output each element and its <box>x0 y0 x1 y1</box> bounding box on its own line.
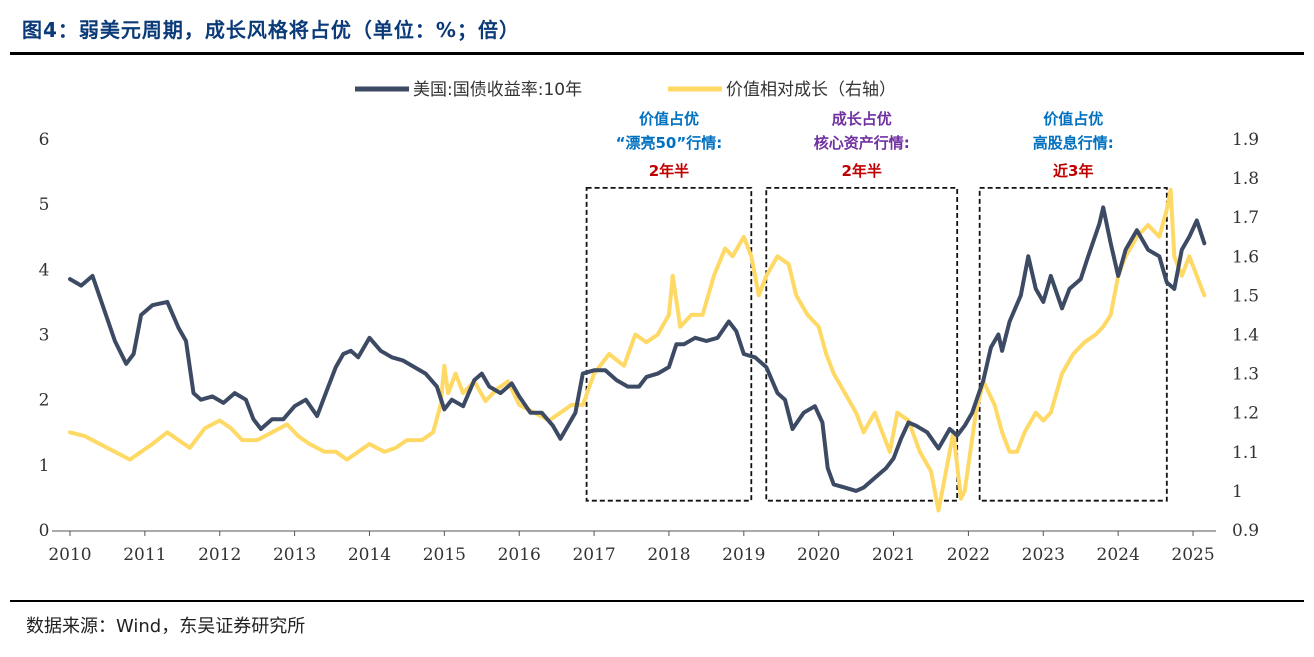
top-rule <box>10 52 1304 55</box>
y-left-tick-label: 6 <box>39 130 50 150</box>
annotation-duration: 2年半 <box>842 162 882 180</box>
bottom-rule <box>10 600 1304 602</box>
y-right-tick-label: 1 <box>1232 482 1243 502</box>
yield-series-line <box>68 205 1207 493</box>
y-right-tick-label: 0.9 <box>1232 521 1259 541</box>
x-tick-label: 2011 <box>123 545 166 565</box>
y-right-tick-label: 1.7 <box>1232 208 1259 228</box>
annotation-title: 价值占优 <box>639 110 699 128</box>
x-tick-label: 2012 <box>198 545 241 565</box>
annotation-title: 高股息行情: <box>1033 134 1114 152</box>
y-right-tick-label: 1.9 <box>1232 130 1259 150</box>
x-tick-label: 2013 <box>273 545 316 565</box>
series-lines <box>68 187 1207 513</box>
y-right-tick-label: 1.4 <box>1232 326 1259 346</box>
x-tick-label: 2010 <box>48 545 91 565</box>
legend: 美国:国债收益率:10年 价值相对成长（右轴） <box>355 80 896 100</box>
annotation-title: 核心资产行情: <box>814 134 910 152</box>
annotation-title: 价值占优 <box>1043 110 1103 128</box>
chart-title: 图4：弱美元周期，成长风格将占优（单位：%；倍） <box>22 18 520 42</box>
line-chart: 2010 2011 2012 2013 2014 2015 2016 2017 2018 2019… <box>39 80 1259 565</box>
x-tick-label: 2019 <box>722 545 765 565</box>
y-left-tick-label: 2 <box>39 391 50 411</box>
y-right-tick-label: 1.8 <box>1232 169 1259 189</box>
axes: 2010 2011 2012 2013 2014 2015 2016 2017 2018 2019… <box>39 130 1259 565</box>
y-right-tick-label: 1.3 <box>1232 365 1259 385</box>
annotation-title: “漂亮50”行情: <box>616 134 723 152</box>
annotation-duration: 2年半 <box>649 162 689 180</box>
x-tick-label: 2015 <box>423 545 466 565</box>
source-note: 数据来源：Wind，东吴证券研究所 <box>26 616 306 637</box>
y-left-tick-label: 1 <box>39 456 50 476</box>
y-right-tick-label: 1.1 <box>1232 443 1259 463</box>
x-tick-label: 2025 <box>1171 545 1214 565</box>
x-tick-label: 2018 <box>647 545 690 565</box>
x-tick-label: 2017 <box>572 545 615 565</box>
x-tick-label: 2022 <box>947 545 990 565</box>
annotation-box <box>978 186 1168 502</box>
x-tick-label: 2016 <box>498 545 541 565</box>
y-left-tick-label: 0 <box>39 521 50 541</box>
x-tick-label: 2014 <box>348 545 391 565</box>
y-right-tick-label: 1.5 <box>1232 286 1259 306</box>
legend-label: 美国:国债收益率:10年 <box>413 80 582 100</box>
y-left-tick-label: 4 <box>39 260 50 280</box>
legend-label: 价值相对成长（右轴） <box>726 80 896 100</box>
y-right-tick-label: 1.6 <box>1232 247 1259 267</box>
growth-series-line <box>68 187 1207 513</box>
y-left-tick-label: 5 <box>39 195 50 215</box>
x-tick-label: 2020 <box>797 545 840 565</box>
y-left-tick-label: 3 <box>39 326 50 346</box>
annotation-duration: 近3年 <box>1053 162 1093 180</box>
x-tick-label: 2023 <box>1022 545 1065 565</box>
y-right-tick-label: 1.2 <box>1232 404 1259 424</box>
annotation-box <box>765 186 959 502</box>
x-tick-label: 2021 <box>872 545 915 565</box>
annotation-box <box>585 186 753 502</box>
annotation-boxes <box>585 186 1168 502</box>
x-tick-label: 2024 <box>1097 545 1140 565</box>
annotation-title: 成长占优 <box>832 110 892 128</box>
